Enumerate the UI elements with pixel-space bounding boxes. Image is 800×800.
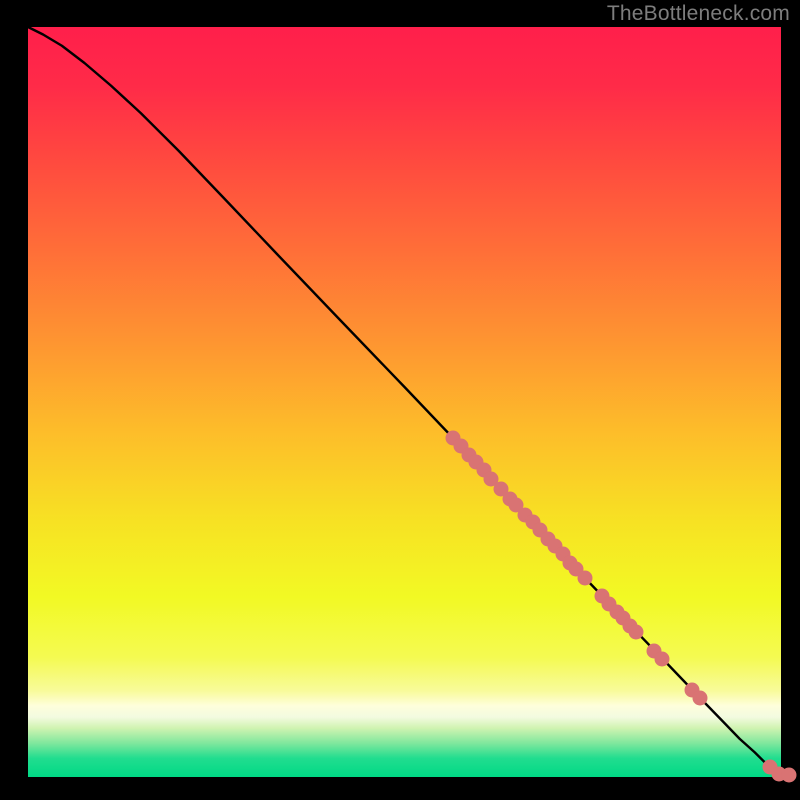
data-point	[629, 625, 644, 640]
chart-stage: TheBottleneck.com	[0, 0, 800, 800]
data-point	[655, 651, 670, 666]
data-point	[692, 690, 707, 705]
data-point	[578, 571, 593, 586]
watermark-text: TheBottleneck.com	[607, 2, 790, 26]
data-point	[781, 767, 796, 782]
marker-layer	[28, 27, 781, 777]
plot-area	[28, 27, 781, 777]
